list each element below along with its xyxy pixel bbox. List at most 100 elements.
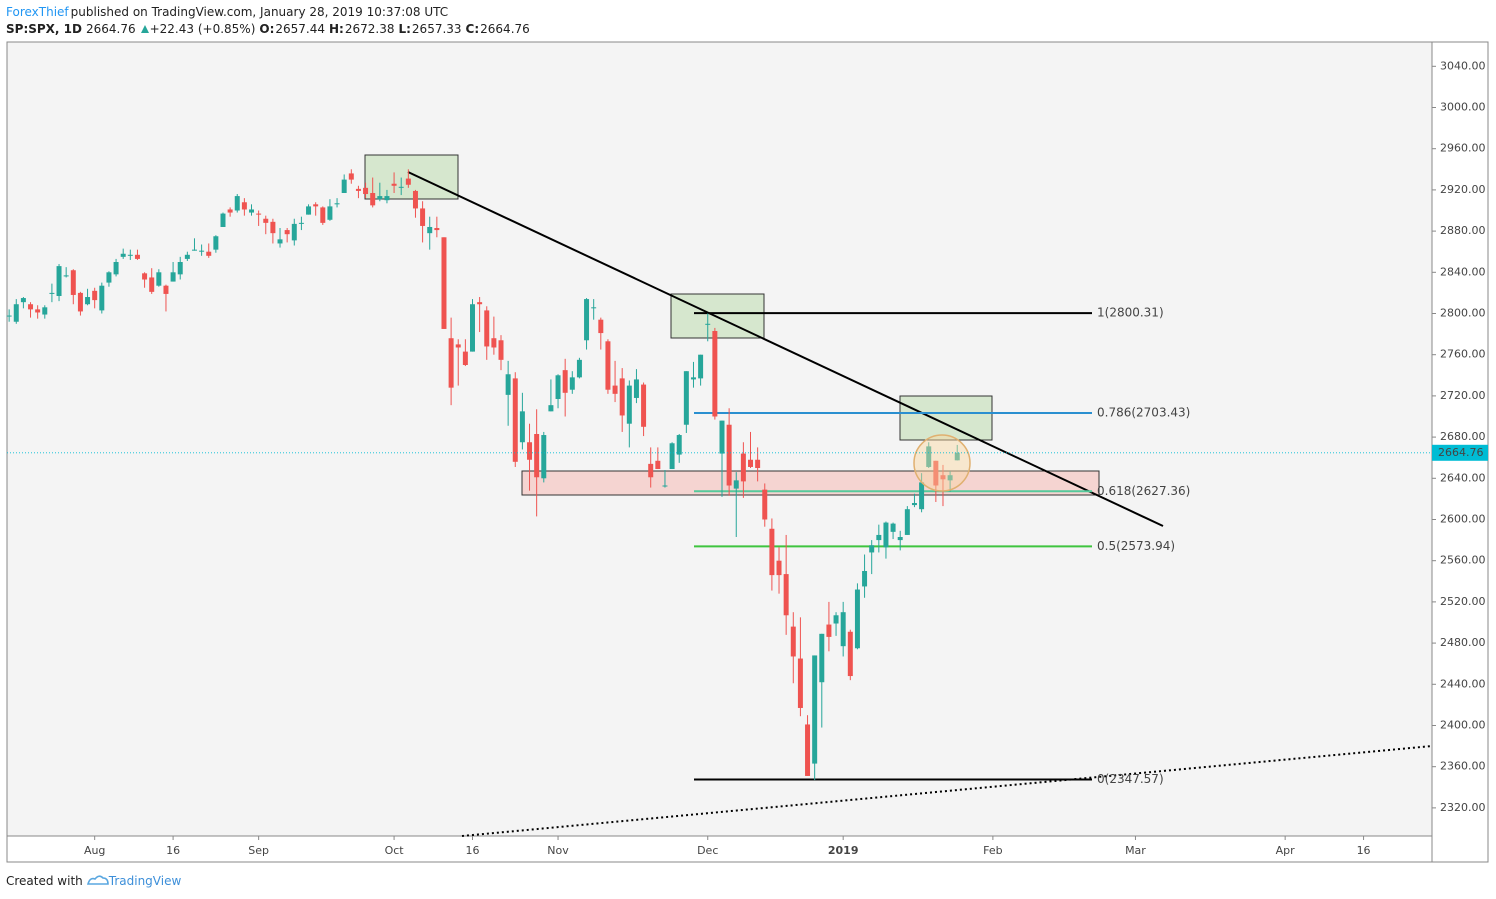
candle-body [70, 270, 76, 295]
candle-body [748, 459, 754, 467]
candle-body [477, 302, 483, 305]
fib-label: 0.5(2573.94) [1097, 539, 1175, 553]
candle-body [626, 385, 632, 424]
candle-body [163, 285, 169, 294]
y-tick-label: 2480.00 [1440, 636, 1486, 649]
candle-body [933, 460, 939, 486]
y-tick-label: 2360.00 [1440, 760, 1486, 773]
candle-body [184, 254, 190, 259]
candle-body [605, 341, 611, 390]
candle-body [120, 253, 126, 257]
candle-body [298, 222, 304, 224]
author[interactable]: ForexThief [6, 5, 69, 19]
drawings: 1(2800.31) 0.786(2703.43) 0.618(2627.36) 0.… [364, 154, 1433, 837]
change: +22.43 (+0.85%) [149, 22, 256, 36]
candle-body [833, 615, 839, 624]
x-tick-label: 2019 [828, 844, 859, 857]
y-tick-label: 2400.00 [1440, 718, 1486, 731]
last-price: 2664.76 [85, 22, 136, 36]
candle-body [405, 178, 411, 185]
candle-body [519, 411, 525, 443]
fib-label: 0(2347.57) [1097, 772, 1164, 786]
candle-body [690, 377, 696, 380]
candle-body [883, 522, 889, 548]
candle-body [805, 724, 811, 776]
x-tick-label: Dec [697, 844, 718, 857]
candle-body [890, 523, 896, 532]
candle-body [854, 589, 860, 649]
y-tick-label: 2720.00 [1440, 389, 1486, 402]
symbol: SP:SPX, 1D [6, 22, 82, 36]
candle-body [869, 545, 875, 553]
candle-body [291, 223, 297, 241]
fib-label: 0.618(2627.36) [1097, 484, 1190, 498]
candle-body [819, 633, 825, 683]
y-tick-label: 3040.00 [1440, 59, 1486, 72]
candle-body [99, 285, 105, 311]
candle-body [149, 277, 155, 292]
candle-body [762, 489, 768, 520]
candle-body [840, 612, 846, 647]
published: published on TradingView.com, January 28… [70, 5, 449, 19]
zone-box [670, 293, 765, 339]
candle-body [28, 304, 34, 310]
candle-body [277, 239, 283, 244]
candle-body [619, 378, 625, 416]
candle-body [569, 377, 575, 390]
candle-body [320, 207, 326, 223]
zone-box [364, 154, 459, 200]
candle-body [142, 273, 148, 280]
candle-body [662, 485, 668, 487]
candle-body [391, 183, 397, 186]
brand[interactable]: TradingView [108, 874, 182, 888]
candle-body [49, 292, 55, 294]
candles [6, 169, 960, 781]
candle-body [77, 292, 83, 312]
candle-body [698, 354, 704, 379]
y-tick-label: 2440.00 [1440, 677, 1486, 690]
candle-body [455, 344, 461, 348]
candle-body [177, 262, 183, 275]
candle-body [591, 307, 597, 309]
candle-body [776, 560, 782, 576]
candle-body [584, 299, 590, 341]
candle-body [954, 452, 960, 461]
zone-box [899, 395, 993, 441]
candle-body [612, 385, 618, 394]
candle-body [85, 297, 91, 305]
logo [86, 875, 109, 885]
candle-body [755, 459, 761, 468]
x-tick-label: Sep [248, 844, 269, 857]
dotted-trend-line [461, 745, 1433, 837]
candle-body [313, 204, 319, 207]
candle-body [363, 187, 369, 195]
candle-body [598, 319, 604, 334]
y-tick-label: 2800.00 [1440, 306, 1486, 319]
candle-body [35, 309, 41, 313]
candle-body [512, 378, 518, 462]
x-tick-label: 16 [166, 844, 180, 857]
y-tick-label: 3000.00 [1440, 101, 1486, 114]
publish-line: ForexThief published on TradingView.com, … [6, 5, 452, 19]
o-label: O: [259, 22, 275, 36]
fib-label: 0.786(2703.43) [1097, 405, 1190, 419]
candle-body [206, 251, 212, 256]
y-tick-label: 2960.00 [1440, 142, 1486, 155]
x-tick-label: Mar [1125, 844, 1146, 857]
candle-body [270, 221, 276, 234]
candle-body [156, 272, 162, 286]
candle-body [334, 203, 340, 205]
l-value: 2657.33 [411, 22, 462, 36]
candle-body [683, 371, 689, 425]
candle-body [6, 315, 12, 317]
candle-body [106, 272, 112, 283]
y-tick-label: 2840.00 [1440, 265, 1486, 278]
y-tick-label: 2880.00 [1440, 224, 1486, 237]
candle-body [220, 213, 226, 227]
last-price-label: 2664.76 [1438, 446, 1484, 459]
candle-body [249, 209, 255, 213]
chart-frame [6, 41, 1489, 863]
candle-body [769, 528, 775, 576]
c-value: 2664.76 [480, 22, 530, 36]
